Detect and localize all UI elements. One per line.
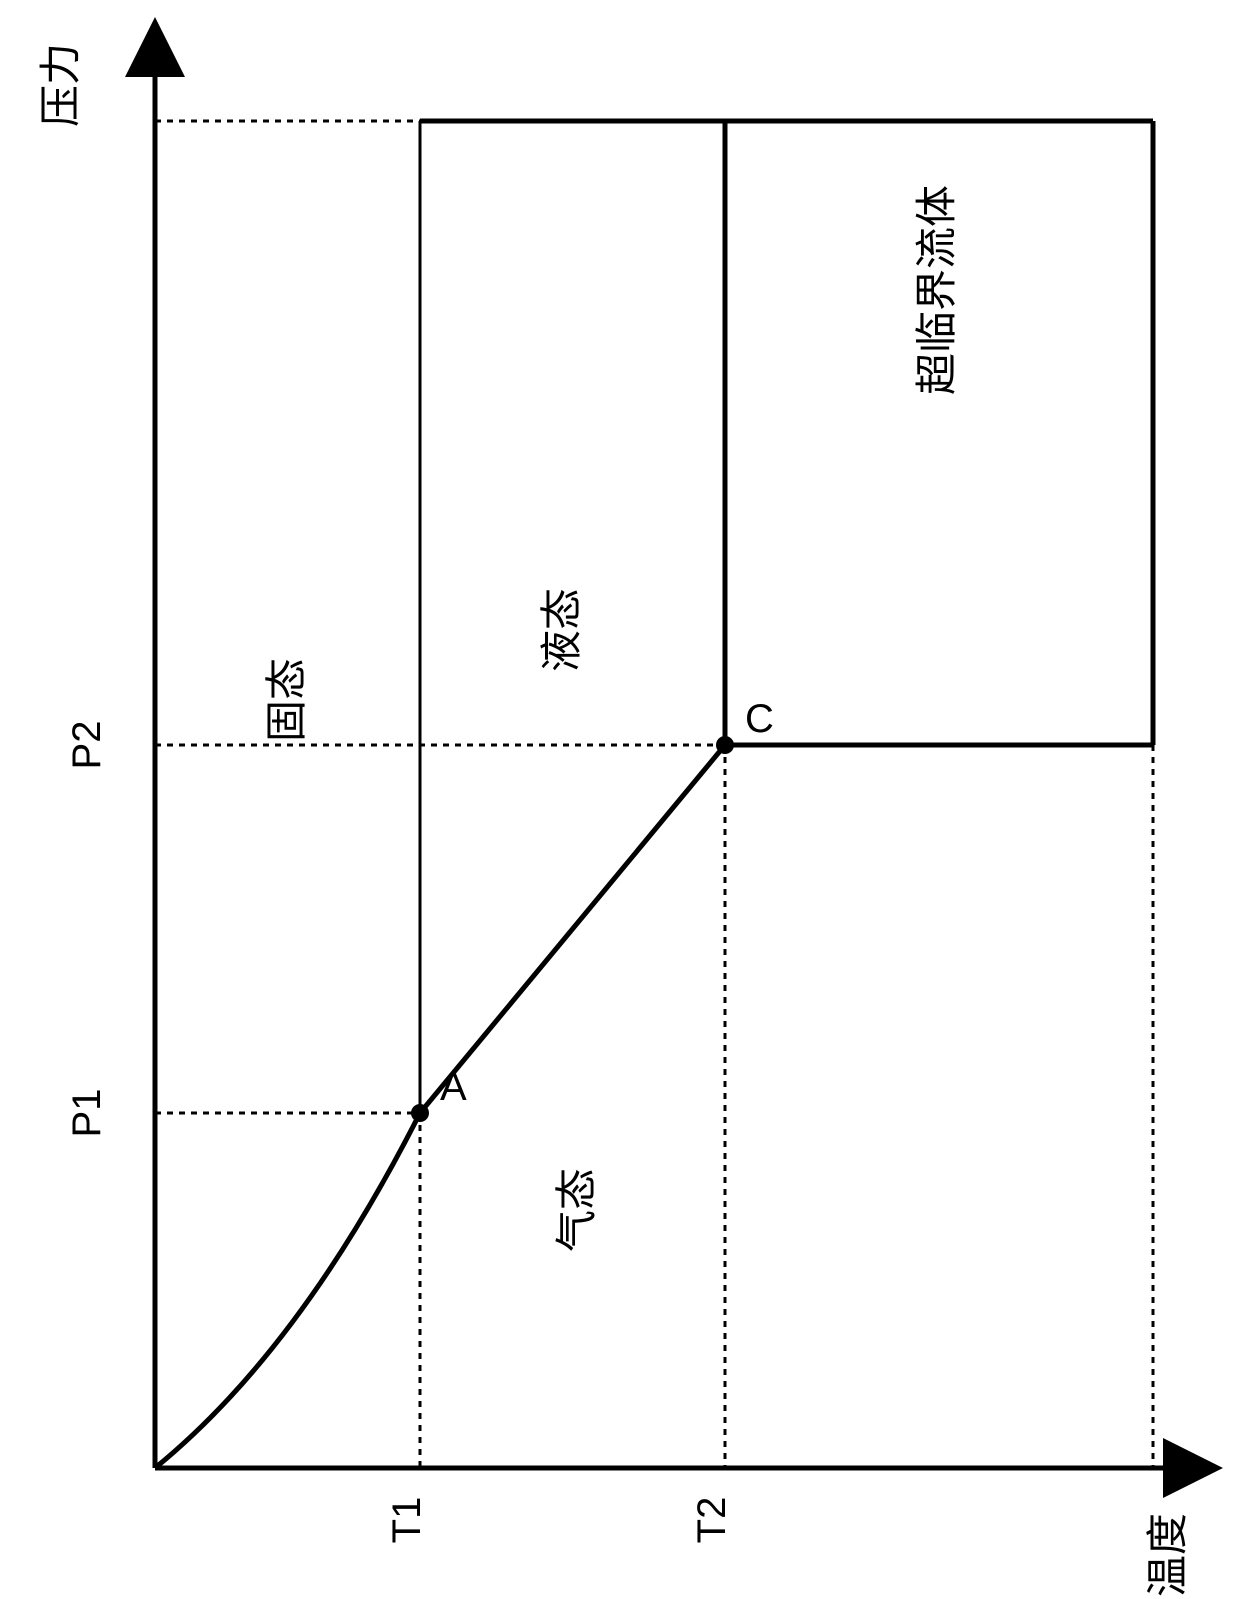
region-liquid: 液态 [538,588,585,672]
tick-t2: T2 [690,1497,734,1544]
tick-p2: P2 [65,721,109,770]
region-gas: 气态 [553,1168,600,1252]
region-solid: 固态 [263,658,310,742]
x-axis-label: 温度 [1144,1513,1191,1597]
point-a-label: A [440,1065,467,1109]
point-a [411,1104,429,1122]
tick-p1: P1 [65,1089,109,1138]
region-supercritical: 超临界流体 [913,185,960,395]
phase-diagram-container: { "diagram": { "type": "phase-diagram", … [0,0,1240,1599]
y-axis-label: 压力 [37,43,84,127]
point-c [716,736,734,754]
phase-diagram-svg: A C 固态 液态 超临界流体 气态 T1 T2 P1 P2 温度 压力 [0,0,1240,1599]
tick-t1: T1 [385,1497,429,1544]
point-c-label: C [745,697,774,741]
sublimation-curve [155,1113,420,1468]
dotted-guides [155,121,1153,1468]
vaporization-curve [420,745,725,1113]
